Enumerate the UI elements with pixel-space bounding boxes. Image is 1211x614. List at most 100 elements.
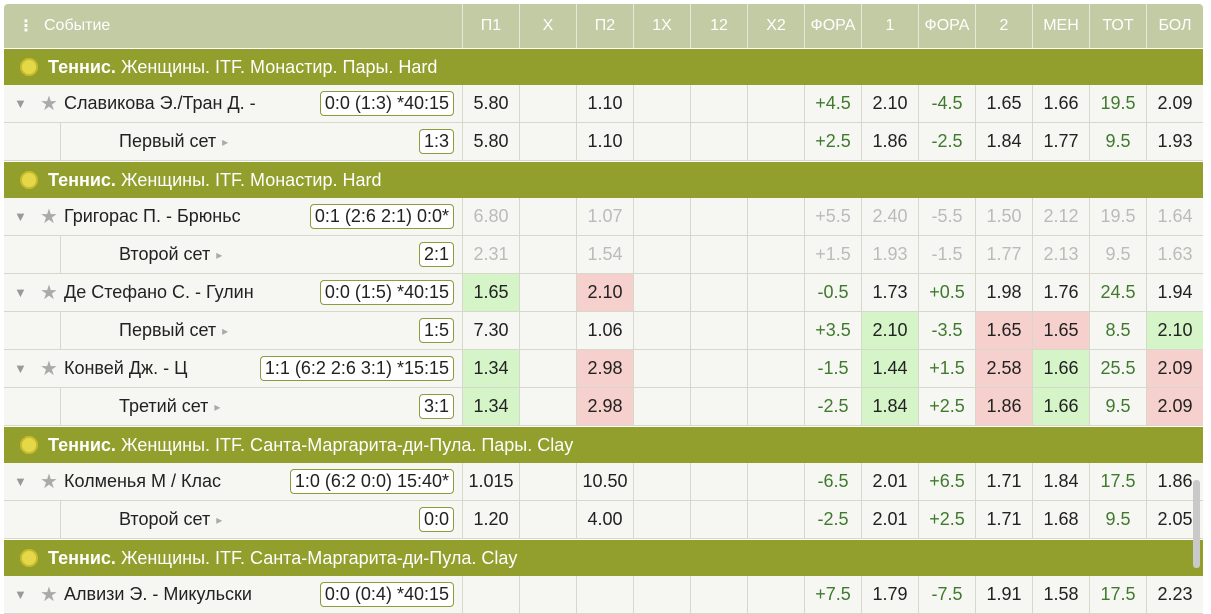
odds-cell[interactable]: -2.5 (918, 123, 975, 160)
event-cell[interactable]: Первый сет ▸ 1:5 (4, 312, 462, 349)
odds-cell[interactable]: 1.77 (975, 236, 1032, 273)
odds-cell[interactable]: -1.5 (918, 236, 975, 273)
column-header[interactable]: 1 (861, 4, 918, 48)
odds-cell[interactable]: 2.40 (861, 198, 918, 235)
odds-cell[interactable]: +2.5 (804, 123, 861, 160)
column-header[interactable]: П2 (576, 4, 633, 48)
odds-cell[interactable]: 1.10 (576, 85, 633, 122)
league-row[interactable]: Теннис. Женщины. ITF. Монастир. Пары. Har… (4, 48, 1203, 85)
odds-cell[interactable]: 2.01 (861, 501, 918, 538)
event-cell[interactable]: Второй сет ▸ 0:0 (4, 501, 462, 538)
scrollbar[interactable] (1193, 480, 1200, 568)
odds-cell[interactable]: 1.94 (1146, 274, 1203, 311)
event-cell[interactable]: ▼ ★ Алвизи Э. - Микульски 0:0 (0:4) *40:15 (4, 576, 462, 613)
odds-cell[interactable]: 1.66 (1032, 388, 1089, 425)
odds-cell[interactable]: 1.84 (861, 388, 918, 425)
odds-cell[interactable]: +4.5 (804, 85, 861, 122)
odds-cell[interactable]: 9.5 (1089, 388, 1146, 425)
odds-cell[interactable]: 2.13 (1032, 236, 1089, 273)
odds-cell[interactable]: 6.80 (462, 198, 519, 235)
odds-cell[interactable]: +5.5 (804, 198, 861, 235)
odds-cell[interactable]: 1.98 (975, 274, 1032, 311)
league-row[interactable]: Теннис. Женщины. ITF. Санта-Маргарита-ди-… (4, 539, 1203, 576)
column-header[interactable]: Х (519, 4, 576, 48)
odds-cell[interactable]: 5.80 (462, 85, 519, 122)
odds-cell[interactable]: 2.12 (1032, 198, 1089, 235)
odds-cell[interactable]: 9.5 (1089, 123, 1146, 160)
odds-cell[interactable]: 2.09 (1146, 85, 1203, 122)
event-cell[interactable]: ▼ ★ Колменья М / Клас 1:0 (6:2 0:0) 15:40* (4, 463, 462, 500)
odds-cell[interactable]: 1.64 (1146, 198, 1203, 235)
odds-cell[interactable]: +1.5 (804, 236, 861, 273)
odds-cell[interactable]: 1.71 (975, 463, 1032, 500)
odds-cell[interactable]: 1.86 (975, 388, 1032, 425)
odds-cell[interactable]: +2.5 (918, 388, 975, 425)
odds-cell[interactable]: -4.5 (918, 85, 975, 122)
odds-cell[interactable]: 24.5 (1089, 274, 1146, 311)
odds-cell[interactable]: 2.10 (861, 312, 918, 349)
odds-cell[interactable]: 1.68 (1032, 501, 1089, 538)
event-cell[interactable]: ▼ ★ Де Стефано С. - Гулин 0:0 (1:5) *40:15 (4, 274, 462, 311)
column-header[interactable]: П1 (462, 4, 519, 48)
odds-cell[interactable]: 1.34 (462, 388, 519, 425)
odds-cell[interactable]: 1.86 (861, 123, 918, 160)
odds-cell[interactable]: 1.65 (975, 312, 1032, 349)
odds-cell[interactable]: 1.65 (1032, 312, 1089, 349)
odds-cell[interactable]: 1.66 (1032, 350, 1089, 387)
odds-cell[interactable]: 1.44 (861, 350, 918, 387)
odds-cell[interactable]: 8.5 (1089, 312, 1146, 349)
odds-cell[interactable]: 1.06 (576, 312, 633, 349)
odds-cell[interactable]: -1.5 (804, 350, 861, 387)
league-row[interactable]: Теннис. Женщины. ITF. Санта-Маргарита-ди-… (4, 426, 1203, 463)
column-header[interactable]: ТОТ (1089, 4, 1146, 48)
column-header[interactable]: ФОРА (918, 4, 975, 48)
event-cell[interactable]: Третий сет ▸ 3:1 (4, 388, 462, 425)
event-cell[interactable]: ▼ ★ Славикова Э./Тран Д. - 0:0 (1:3) *40:15 (4, 85, 462, 122)
odds-cell[interactable]: 2.10 (576, 274, 633, 311)
odds-cell[interactable]: 1.77 (1032, 123, 1089, 160)
column-header[interactable]: 12 (690, 4, 747, 48)
odds-cell[interactable]: 2.01 (861, 463, 918, 500)
odds-cell[interactable]: 1.63 (1146, 236, 1203, 273)
odds-cell[interactable]: -3.5 (918, 312, 975, 349)
odds-cell[interactable]: 2.58 (975, 350, 1032, 387)
odds-cell[interactable]: 2.10 (1146, 312, 1203, 349)
odds-cell[interactable]: 9.5 (1089, 236, 1146, 273)
odds-cell[interactable]: 1.86 (1146, 463, 1203, 500)
odds-cell[interactable]: 1.10 (576, 123, 633, 160)
odds-cell[interactable]: 1.07 (576, 198, 633, 235)
odds-cell[interactable]: 1.79 (861, 576, 918, 613)
odds-cell[interactable]: 17.5 (1089, 463, 1146, 500)
odds-cell[interactable]: 1.54 (576, 236, 633, 273)
odds-cell[interactable]: 5.80 (462, 123, 519, 160)
odds-cell[interactable]: 1.50 (975, 198, 1032, 235)
odds-cell[interactable]: 1.84 (975, 123, 1032, 160)
odds-cell[interactable]: -7.5 (918, 576, 975, 613)
odds-cell[interactable]: 25.5 (1089, 350, 1146, 387)
column-header[interactable]: ФОРА (804, 4, 861, 48)
column-header[interactable]: 2 (975, 4, 1032, 48)
odds-cell[interactable]: 1.20 (462, 501, 519, 538)
odds-cell[interactable]: 10.50 (576, 463, 633, 500)
odds-cell[interactable]: 2.09 (1146, 388, 1203, 425)
odds-cell[interactable]: 7.30 (462, 312, 519, 349)
event-cell[interactable]: ▼ ★ Григорас П. - Брюньс 0:1 (2:6 2:1) 0:0* (4, 198, 462, 235)
odds-cell[interactable]: 1.93 (861, 236, 918, 273)
odds-cell[interactable]: 17.5 (1089, 576, 1146, 613)
odds-cell[interactable]: -2.5 (804, 501, 861, 538)
odds-cell[interactable]: 2.98 (576, 388, 633, 425)
odds-cell[interactable]: -5.5 (918, 198, 975, 235)
odds-cell[interactable]: +6.5 (918, 463, 975, 500)
odds-cell[interactable]: 1.015 (462, 463, 519, 500)
column-header[interactable]: БОЛ (1146, 4, 1203, 48)
odds-cell[interactable]: -2.5 (804, 388, 861, 425)
odds-cell[interactable]: 2.05 (1146, 501, 1203, 538)
odds-cell[interactable]: 1.84 (1032, 463, 1089, 500)
odds-cell[interactable]: -6.5 (804, 463, 861, 500)
odds-cell[interactable]: 2.10 (861, 85, 918, 122)
odds-cell[interactable]: 1.91 (975, 576, 1032, 613)
odds-cell[interactable]: +1.5 (918, 350, 975, 387)
column-header[interactable]: Х2 (747, 4, 804, 48)
column-header[interactable]: 1Х (633, 4, 690, 48)
odds-cell[interactable]: 1.65 (975, 85, 1032, 122)
